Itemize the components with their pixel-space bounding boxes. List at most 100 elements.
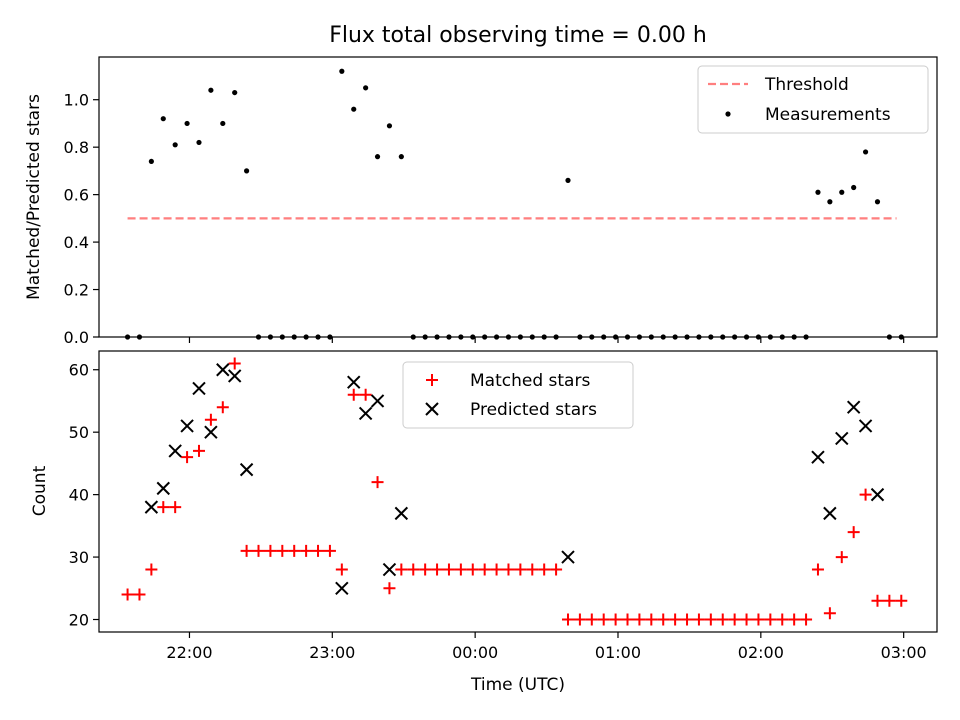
- predicted-star-point: [835, 431, 849, 446]
- matched-star-point: [800, 613, 813, 626]
- predicted-star-point: [394, 506, 409, 521]
- measurement-point: [160, 116, 166, 122]
- predicted-star-point: [156, 481, 170, 496]
- top-axes-frame: [98, 56, 938, 338]
- measurement-point: [374, 154, 381, 160]
- bottom-axes-frame: [98, 350, 938, 633]
- matched-star-point: [121, 588, 134, 601]
- matched-star-point: [811, 563, 824, 576]
- matched-star-point: [538, 563, 551, 576]
- bottom-axes: Count Time (UTC) 20 30 40 50 60 22:00 23:00 00…: [30, 350, 938, 695]
- predicted-stars-legend-label: Predicted stars: [470, 400, 597, 420]
- top-y-tick-label: 1.0: [64, 91, 89, 110]
- matched-star-point: [871, 594, 884, 607]
- top-y-tick-label: 0.8: [64, 138, 89, 157]
- measurement-point: [363, 85, 369, 91]
- matched-star-point: [323, 544, 336, 557]
- matched-star-point: [764, 613, 777, 626]
- x-tick-label: 00:00: [452, 643, 498, 662]
- top-legend: Threshold Measurements: [697, 65, 929, 134]
- matched-star-point: [835, 551, 848, 564]
- measurement-point: [565, 177, 571, 183]
- matched-stars-legend-swatch: [426, 374, 438, 386]
- matched-star-point: [454, 563, 467, 576]
- matched-star-point: [264, 544, 277, 557]
- matched-star-point: [657, 613, 670, 626]
- matched-star-point: [645, 613, 658, 626]
- bottom-y-tick-label: 50: [69, 423, 89, 442]
- measurement-point: [874, 199, 881, 205]
- matched-star-point: [550, 563, 563, 576]
- matched-star-point: [288, 544, 301, 557]
- matched-star-point: [169, 501, 182, 514]
- x-axis-label: Time (UTC): [470, 675, 565, 695]
- predicted-star-point: [347, 375, 361, 389]
- matched-star-point: [157, 501, 170, 514]
- matched-star-point: [621, 613, 634, 626]
- bottom-x-ticks: 22:00 23:00 00:00 01:00 02:00 03:00: [166, 632, 927, 662]
- matched-star-point: [252, 544, 265, 557]
- bottom-y-tick-label: 40: [69, 486, 89, 505]
- matched-star-point: [359, 388, 372, 401]
- matched-star-point: [181, 451, 194, 464]
- matched-star-point: [895, 594, 908, 607]
- x-tick-label: 02:00: [738, 643, 784, 662]
- matched-star-point: [335, 563, 348, 576]
- measurement-point: [220, 120, 226, 127]
- predicted-star-point: [144, 500, 159, 514]
- matched-star-point: [669, 613, 682, 626]
- measurement-point: [244, 168, 250, 174]
- matched-star-point: [419, 563, 432, 576]
- matched-star-point: [883, 594, 896, 607]
- matched-star-point: [347, 388, 360, 401]
- matched-star-point: [300, 544, 313, 557]
- matched-star-point: [312, 544, 325, 557]
- predicted-star-point: [561, 550, 575, 564]
- matched-star-point: [526, 563, 539, 576]
- matched-star-point: [609, 613, 622, 626]
- measurement-point: [196, 139, 202, 146]
- matched-star-point: [240, 544, 253, 557]
- matched-star-point: [133, 588, 146, 601]
- bottom-y-tick-label: 30: [69, 548, 89, 567]
- bottom-y-ticks: 20 30 40 50 60: [69, 361, 99, 630]
- measurement-point: [862, 149, 869, 155]
- measurements-legend-swatch: [725, 111, 731, 117]
- predicted-star-point: [192, 381, 206, 396]
- matched-star-point: [502, 563, 515, 576]
- matched-star-point: [395, 563, 408, 576]
- matched-star-point: [633, 613, 646, 626]
- matched-star-point: [407, 563, 420, 576]
- matched-star-point: [728, 613, 741, 626]
- matched-star-point: [561, 613, 574, 626]
- matched-star-point: [859, 488, 872, 501]
- matched-star-point: [478, 563, 491, 576]
- top-chart-title: Flux total observing time = 0.00 h: [329, 23, 707, 48]
- matched-star-point: [788, 613, 801, 626]
- predicted-star-point: [216, 363, 230, 377]
- bottom-legend: Matched stars Predicted stars: [402, 361, 634, 429]
- predicted-star-point: [382, 562, 397, 577]
- top-legend-box: [697, 65, 929, 134]
- predicted-star-point: [811, 450, 825, 464]
- matched-star-point: [692, 613, 705, 626]
- matched-star-point: [704, 613, 717, 626]
- predicted-star-point: [370, 394, 385, 408]
- matched-star-point: [847, 526, 860, 539]
- predicted-star-point: [204, 425, 218, 439]
- measurement-point: [184, 120, 190, 127]
- measurement-point: [172, 142, 178, 148]
- measurement-point: [386, 123, 393, 129]
- measurement-point: [232, 89, 238, 96]
- x-tick-label: 22:00: [166, 643, 212, 662]
- top-y-ticks: 0.0 0.2 0.4 0.6 0.8 1.0: [64, 91, 99, 347]
- matched-star-point: [740, 613, 753, 626]
- measurement-point: [815, 189, 821, 195]
- matched-star-point: [466, 563, 479, 576]
- predicted-star-point: [239, 462, 254, 477]
- x-tick-label: 23:00: [309, 643, 355, 662]
- matched-star-point: [514, 563, 527, 576]
- bottom-legend-box: [402, 361, 634, 429]
- matched-star-point: [597, 613, 610, 626]
